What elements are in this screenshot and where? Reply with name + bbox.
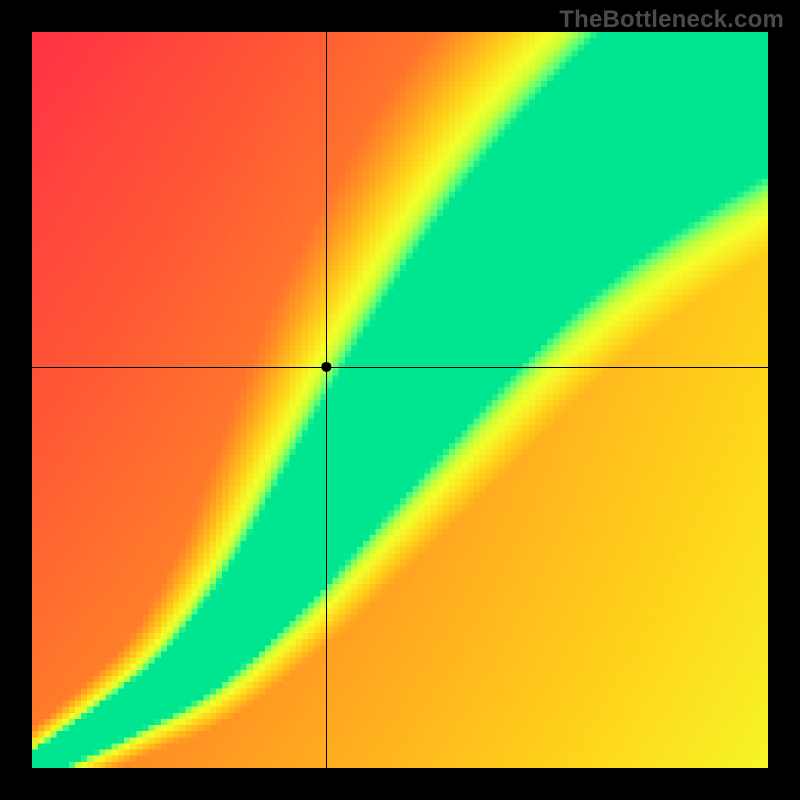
watermark-text: TheBottleneck.com	[559, 6, 784, 34]
chart-container: { "watermark": { "text": "TheBottleneck.…	[0, 0, 800, 800]
crosshair-overlay	[32, 32, 768, 768]
